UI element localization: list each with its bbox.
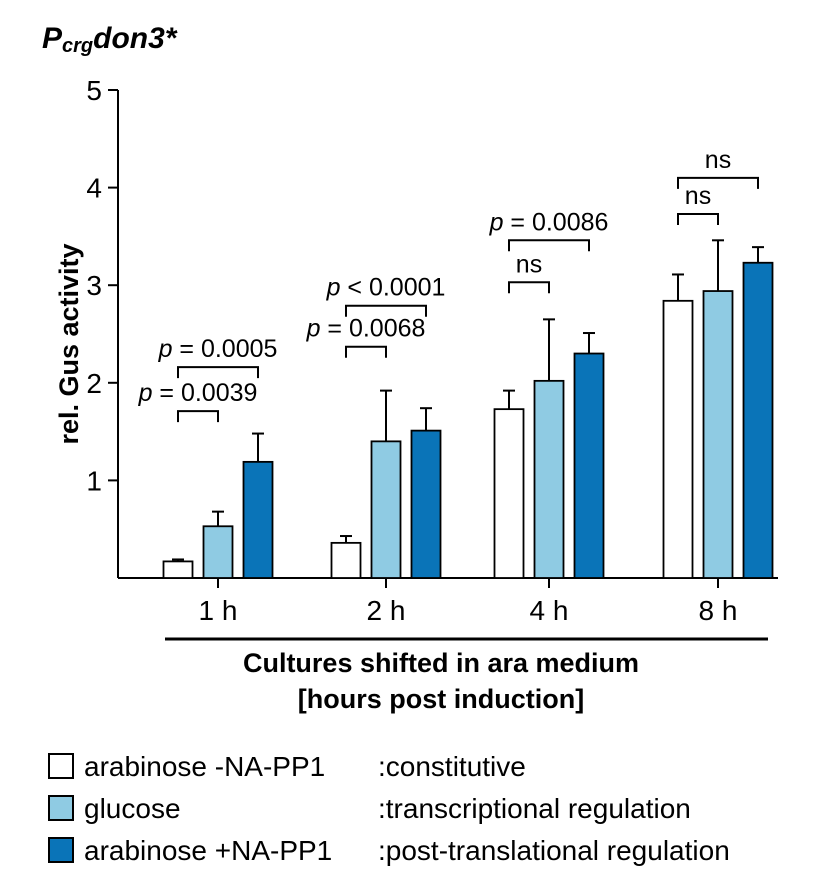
significance-bracket [677, 212, 719, 225]
bar [533, 379, 565, 579]
legend-description: :post-translational regulation [378, 835, 730, 866]
significance-bracket [177, 366, 259, 379]
legend-description: :constitutive [378, 751, 526, 782]
legend-label: arabinose -NA-PP1 [84, 751, 326, 782]
bar [742, 261, 774, 579]
significance-bracket [508, 281, 550, 294]
y-tick-label: 2 [86, 368, 102, 399]
bar [370, 440, 402, 579]
y-tick-label: 5 [86, 75, 102, 106]
legend-swatch-arabinose-minus [48, 753, 74, 779]
x-axis-label-line2: [hours post induction] [298, 684, 584, 714]
bar [162, 560, 194, 579]
significance-label: p = 0.0005 [158, 335, 278, 363]
significance-bracket [345, 304, 427, 317]
y-axis-label: rel. Gus activity [54, 243, 84, 444]
significance-label: p = 0.0068 [306, 315, 426, 343]
bar [410, 429, 442, 579]
y-tick-label: 1 [86, 465, 102, 496]
x-axis-label-line1: Cultures shifted in ara medium [243, 648, 639, 678]
legend-label: arabinose +NA-PP1 [84, 835, 333, 866]
y-tick-label: 3 [86, 270, 102, 301]
bar [330, 541, 362, 579]
significance-bracket [345, 345, 387, 358]
x-tick-label: 4 h [530, 595, 569, 626]
bar [702, 290, 734, 579]
bar [573, 352, 605, 579]
bar [662, 299, 694, 579]
bar [202, 525, 234, 579]
legend-label: glucose [84, 793, 181, 824]
legend-swatch-arabinose-plus [48, 837, 74, 863]
bar [242, 460, 274, 579]
title-main: P [42, 22, 63, 55]
significance-label: p = 0.0086 [489, 208, 609, 236]
significance-bracket [177, 410, 219, 423]
x-tick-label: 2 h [367, 595, 406, 626]
bar-chart: 1 2 3 4 5 rel. Gus activity 1 h 2 h 4 h 8 h p = 0.… [54, 75, 778, 714]
significance-label: p < 0.0001 [326, 274, 446, 302]
significance-label: ns [516, 250, 542, 278]
y-tick-label: 4 [86, 173, 102, 204]
bar [493, 408, 525, 579]
chart-title: Pcrgdon3* [42, 22, 177, 57]
title-suffix: don3* [93, 22, 177, 55]
x-tick-label: 8 h [699, 595, 738, 626]
significance-bracket [508, 239, 590, 252]
legend-swatch-glucose [48, 795, 74, 821]
significance-label: ns [685, 182, 711, 210]
significance-bracket [677, 176, 759, 189]
significance-label: ns [705, 146, 731, 174]
x-tick-label: 1 h [199, 595, 238, 626]
significance-label: p = 0.0039 [138, 379, 258, 407]
title-subscript: crg [62, 35, 94, 57]
legend-description: :transcriptional regulation [378, 793, 691, 824]
